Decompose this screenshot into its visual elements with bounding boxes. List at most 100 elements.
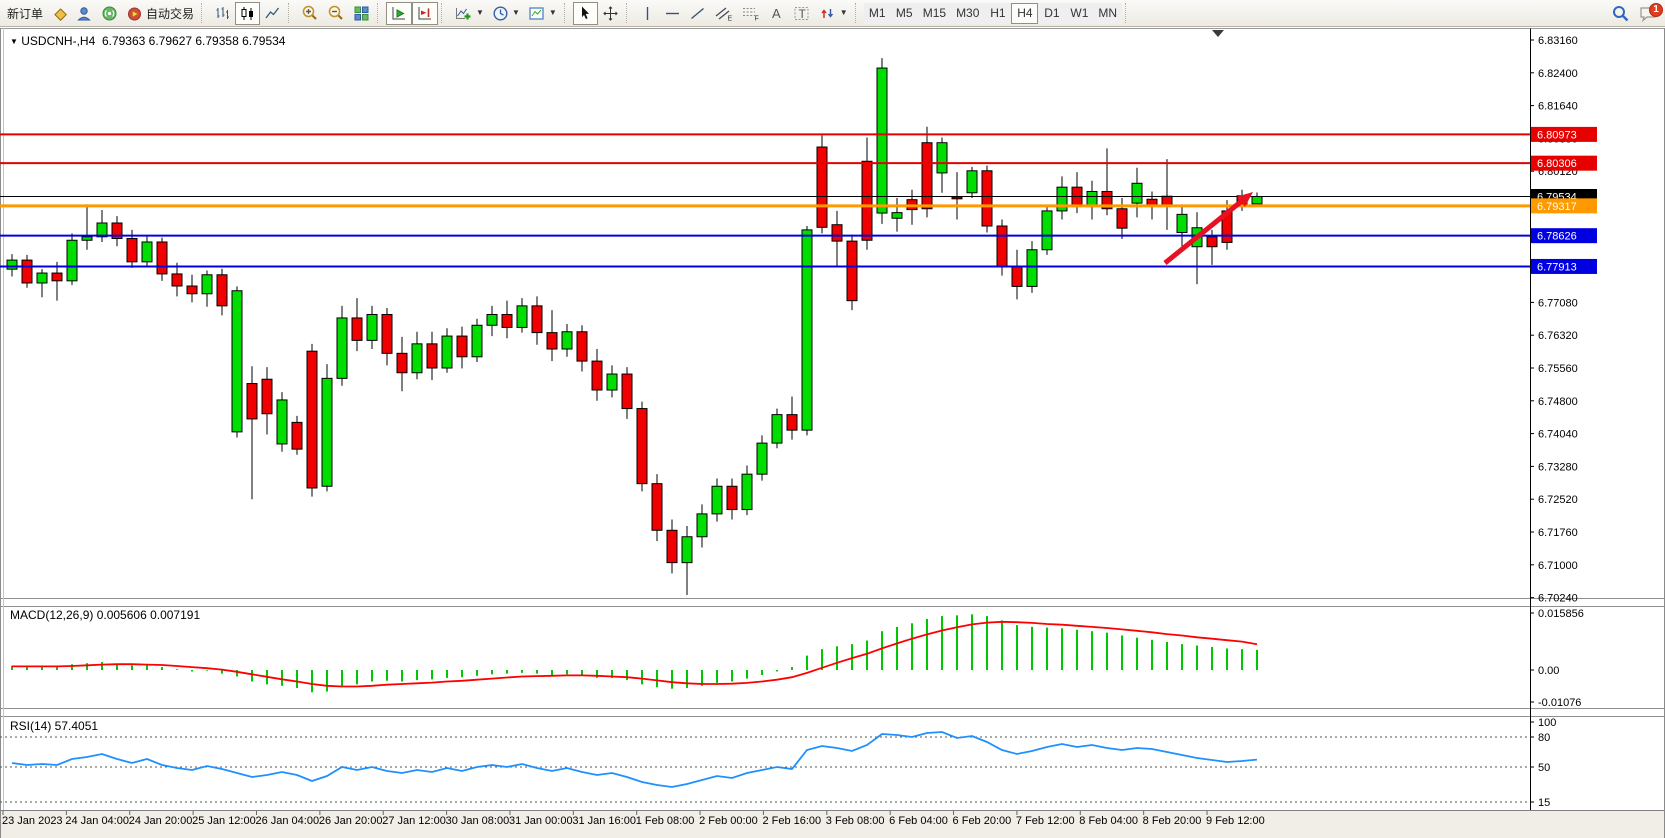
fibonacci-button[interactable]: F [737,2,764,25]
candle-body [246,383,258,420]
horizontal-level-lines[interactable] [0,133,1530,268]
candle-body [141,241,153,263]
candle-body [6,259,18,270]
trendline-icon [690,7,704,19]
zoom-out-button[interactable] [323,2,349,25]
price-axis-label: 6.75560 [1538,363,1578,375]
cursor-icon [582,6,590,19]
candle-body [681,536,693,564]
candle-body [66,239,78,282]
toolbar-separator [201,3,207,23]
candle-body [96,222,108,238]
timeframe-button-mn[interactable]: MN [1093,2,1123,24]
candlestick-chart-button[interactable] [235,1,261,25]
timeframe-button-w1[interactable]: W1 [1065,2,1094,24]
candle-body [231,290,243,433]
vertical-line-button[interactable] [635,2,660,25]
bar-chart-icon [216,6,230,19]
bar-chart-button[interactable] [210,2,235,25]
text-button[interactable]: A [764,2,789,25]
time-axis-label: 23 Jan 2023 [2,815,63,827]
text-label-button[interactable]: T [789,2,815,25]
zoom-in-button[interactable] [297,2,323,25]
price-axis-label: 6.83160 [1538,35,1578,47]
notifications-button[interactable]: 1 [1634,2,1663,25]
candle-body [291,421,303,450]
candlestick-chart-icon [241,6,254,20]
candle-body [981,170,993,227]
price-axis-label: 6.73280 [1538,461,1578,473]
timeframe-button-m1[interactable]: M1 [863,2,891,24]
price-axis-label: 6.74800 [1538,396,1578,408]
macd-series [11,614,1258,693]
candle-body [831,224,843,242]
line-chart-button[interactable] [260,2,285,25]
time-axis-label: 8 Feb 04:00 [1079,815,1138,827]
chart-shift-marker-icon[interactable] [1212,30,1224,37]
toolbar-separator [563,3,570,23]
price-badge-label: 6.78626 [1537,231,1577,243]
price-axis-label: 6.70240 [1538,593,1578,605]
chart-shift-button[interactable] [412,1,439,25]
rsi-axis-label: 50 [1538,762,1550,774]
candle-body [921,142,933,210]
time-axis-label: 9 Feb 12:00 [1206,815,1265,827]
timeframe-button-m15[interactable]: M15 [917,2,952,24]
tile-windows-button[interactable] [349,2,374,25]
equidistant-channel-button[interactable]: E [710,2,737,25]
dropdown-caret-icon: ▼ [839,8,848,17]
candle-body [126,238,138,263]
crosshair-button[interactable] [598,2,623,25]
trendline-button[interactable] [685,2,710,25]
time-axis-label: 7 Feb 12:00 [1016,815,1075,827]
autotrading-button[interactable]: 自动交易 [122,2,198,25]
vertical-line-icon [646,6,648,20]
add-indicator-icon [456,7,471,19]
symbol-dropdown-icon[interactable]: ▼ [10,37,18,46]
timeframe-button-m30[interactable]: M30 [951,2,985,24]
auto-scroll-button[interactable] [386,1,413,25]
candle-body [651,483,663,531]
candle-body [201,274,213,295]
templates-button[interactable]: ▼ [524,2,561,25]
add-indicator-button[interactable]: ▼ [450,2,488,25]
candle-body [186,285,198,295]
candle-body [471,324,483,358]
time-axis-label: 1 Feb 08:00 [636,815,695,827]
horizontal-line-button[interactable] [660,2,685,25]
timeframe-button-h4[interactable]: H4 [1011,2,1039,24]
candle-body [36,272,48,284]
dropdown-caret-icon: ▼ [511,8,520,17]
candle-body [621,373,633,410]
rsi-axis-label: 15 [1538,797,1550,809]
time-axis[interactable]: 23 Jan 2023 24 Jan 04:00 24 Jan 20:00 25 Ja… [2,811,1265,827]
timeframe-button-h1[interactable]: H1 [984,2,1012,24]
charts-button[interactable] [47,2,72,25]
new-order-button[interactable]: 新订单 [3,2,47,25]
timeframe-button-d1[interactable]: D1 [1038,2,1066,24]
candle-body [261,378,273,415]
price-axis-label: 6.71000 [1538,560,1578,572]
periods-button[interactable]: ▼ [488,2,524,25]
price-badge [1531,258,1597,274]
rsi-axis[interactable]: 100 80 50 15 [1530,717,1556,809]
search-button[interactable] [1607,2,1634,25]
timeframe-button-m5[interactable]: M5 [890,2,918,24]
shapes-button[interactable]: ▼ [815,2,852,25]
price-axis-label: 6.76320 [1538,330,1578,342]
price-axis-label: 6.71760 [1538,527,1578,539]
candle-body [1116,208,1128,229]
time-axis-label: 30 Jan 08:00 [446,815,510,827]
chart-title: ▼ USDCNH-,H4 6.79363 6.79627 6.79358 6.7… [10,34,285,48]
trend-arrow-annotation[interactable] [1163,192,1253,265]
profile-button[interactable] [72,2,97,25]
time-axis-strip[interactable] [0,810,1665,838]
candle-body [306,350,318,489]
signals-button[interactable] [97,2,122,25]
candle-body [546,332,558,350]
cursor-button[interactable] [572,1,598,25]
time-axis-label: 31 Jan 00:00 [509,815,573,827]
macd-axis[interactable]: 0.015856 0.00 -0.01076 [1530,608,1584,709]
candle-body [216,274,228,307]
